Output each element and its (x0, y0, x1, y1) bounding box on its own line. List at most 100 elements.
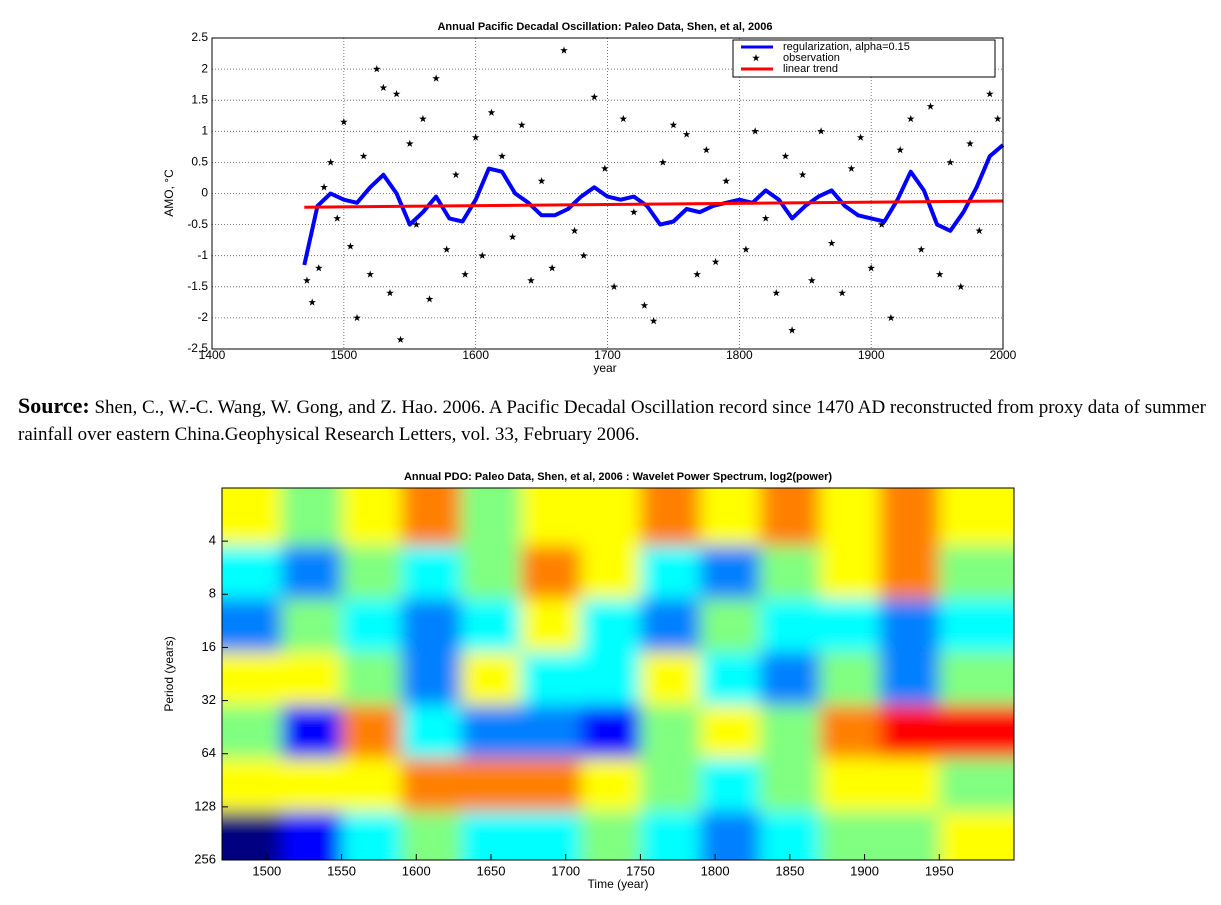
heatmap-cell (640, 758, 701, 812)
heatmap-cell (759, 598, 821, 653)
heatmap-cell (461, 488, 522, 547)
heatmap-cell (939, 651, 1014, 706)
observation-point (320, 183, 328, 191)
observation-point (580, 251, 588, 259)
heatmap-cell (819, 651, 881, 706)
x-tick-label: 1750 (626, 863, 655, 878)
y-tick-label: 32 (202, 692, 216, 707)
heatmap-cell (700, 598, 761, 653)
observation-point (570, 226, 579, 235)
y-tick-label: -2 (197, 310, 208, 324)
heatmap-cell (461, 705, 522, 759)
observation-point (498, 152, 506, 160)
heatmap-cell (939, 705, 1014, 759)
observation-point (693, 270, 701, 278)
legend-label: regularization, alpha=0.15 (783, 41, 910, 53)
heatmap-cell (759, 811, 821, 860)
y-tick-label: -0.5 (187, 217, 208, 231)
observation-point (957, 282, 965, 290)
heatmap-cell (879, 598, 940, 653)
heatmap-cell (700, 651, 761, 706)
heatmap-cell (461, 598, 522, 653)
heatmap-cell (401, 811, 462, 860)
heatmap-cell (341, 488, 402, 547)
heatmap-cell (520, 545, 582, 600)
heatmap-cell (222, 598, 283, 653)
heatmap-cells (222, 488, 1014, 860)
y-tick-label: 16 (202, 639, 216, 654)
observation-point (761, 214, 770, 222)
observation-point (659, 158, 667, 166)
heatmap-cell (281, 705, 343, 759)
observation-point (788, 326, 796, 334)
y-axis-label: Period (years) (162, 636, 176, 711)
heatmap-cell (580, 758, 641, 812)
observation-point (966, 139, 974, 147)
observation-point (315, 264, 323, 272)
heatmap-cell (879, 488, 940, 547)
heatmap-cell (222, 488, 283, 547)
x-axis-label: year (593, 361, 616, 375)
chart-title: Annual PDO: Paleo Data, Shen, et al, 200… (404, 471, 832, 483)
heatmap-cell (819, 545, 881, 600)
x-tick-label: 1500 (330, 348, 357, 362)
observation-point (808, 276, 816, 284)
observation-point (386, 289, 394, 297)
y-tick-label: 64 (202, 745, 216, 760)
observation-point (560, 46, 568, 54)
heatmap-cell (580, 488, 641, 547)
observation-point (432, 74, 440, 82)
observation-point (359, 152, 368, 160)
source-label: Source: (18, 393, 90, 418)
heatmap-cell (879, 545, 940, 600)
heatmap-cell (341, 545, 402, 600)
heatmap-cell (222, 545, 283, 600)
y-tick-label: 2 (201, 61, 208, 75)
heatmap-cell (401, 758, 462, 812)
legend-marker (752, 54, 760, 62)
heatmap-cell (700, 758, 761, 812)
observation-point (682, 130, 691, 138)
heatmap-cell (759, 758, 821, 812)
observation-point (926, 102, 935, 110)
observation-point (396, 335, 405, 343)
observation-point (817, 127, 825, 135)
heatmap-cell (461, 545, 522, 600)
observation-point (508, 233, 517, 241)
heatmap-cell (580, 545, 641, 600)
x-tick-label: 2000 (990, 348, 1017, 362)
heatmap-cell (580, 705, 641, 759)
observation-point (772, 289, 781, 297)
y-tick-label: 1 (201, 123, 208, 137)
heatmap-cell (281, 488, 343, 547)
observation-point (610, 282, 618, 290)
heatmap-cell (819, 488, 881, 547)
heatmap-cell (520, 651, 582, 706)
observation-point (935, 270, 944, 278)
x-tick-label: 1800 (726, 348, 753, 362)
heatmap-cell (939, 758, 1014, 812)
heatmap-cell (341, 705, 402, 759)
trend-line (304, 199, 1004, 209)
y-tick-label: 1.5 (191, 92, 208, 106)
observation-point (353, 313, 361, 322)
observation-point (649, 317, 658, 325)
source-citation: Source: Shen, C., W.-C. Wang, W. Gong, a… (18, 392, 1218, 448)
observation-point (405, 139, 414, 147)
observation-point (518, 121, 526, 129)
heatmap-cell (520, 488, 582, 547)
heatmap-cell (700, 705, 761, 759)
observation-point (887, 313, 895, 322)
chart-title: Annual Pacific Decadal Oscillation: Pale… (437, 21, 772, 33)
heatmap-cell (401, 705, 462, 759)
x-tick-label: 1900 (858, 348, 885, 362)
heatmap-cell (879, 758, 940, 812)
x-tick-label: 1700 (551, 863, 580, 878)
heatmap-cell (401, 488, 462, 547)
heatmap-cell (281, 545, 343, 600)
heatmap-cell (341, 811, 402, 860)
observation-point (333, 214, 341, 222)
heatmap-cell (580, 651, 641, 706)
observation-point (975, 226, 984, 235)
y-tick-label: 4 (209, 533, 216, 548)
